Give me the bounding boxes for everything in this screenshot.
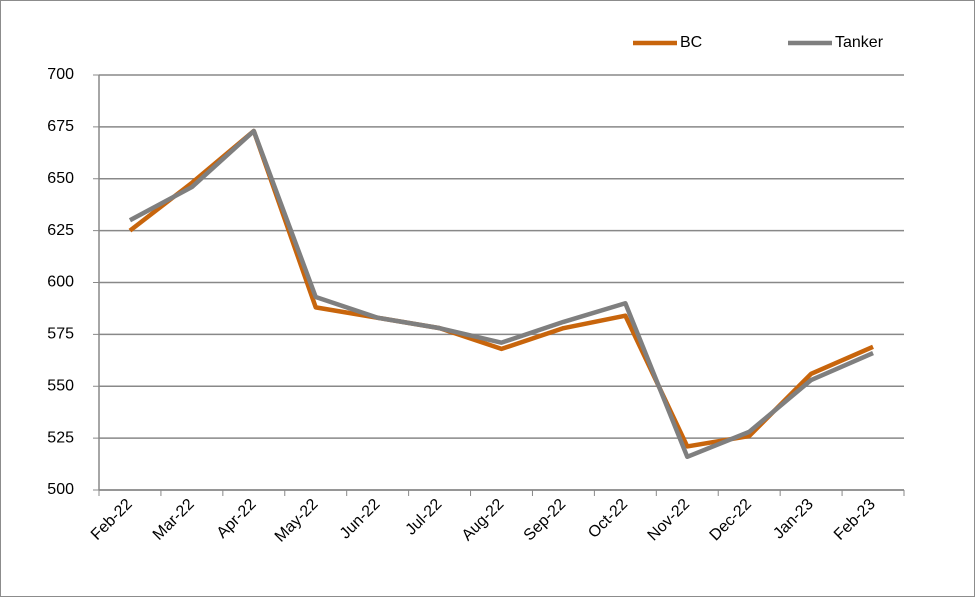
y-tick-label: 525 — [47, 429, 74, 446]
y-tick-label: 550 — [47, 377, 74, 394]
series-line — [128, 128, 874, 460]
y-tick-label: 625 — [47, 222, 74, 239]
legend-label: BC — [680, 34, 702, 51]
y-tick-label: 575 — [47, 326, 74, 343]
y-tick-label: 600 — [47, 274, 74, 291]
y-tick-label: 500 — [47, 481, 74, 498]
y-tick-label: 675 — [47, 118, 74, 135]
y-tick-label: 700 — [47, 66, 74, 83]
legend-label: Tanker — [835, 34, 884, 51]
y-tick-label: 650 — [47, 170, 74, 187]
